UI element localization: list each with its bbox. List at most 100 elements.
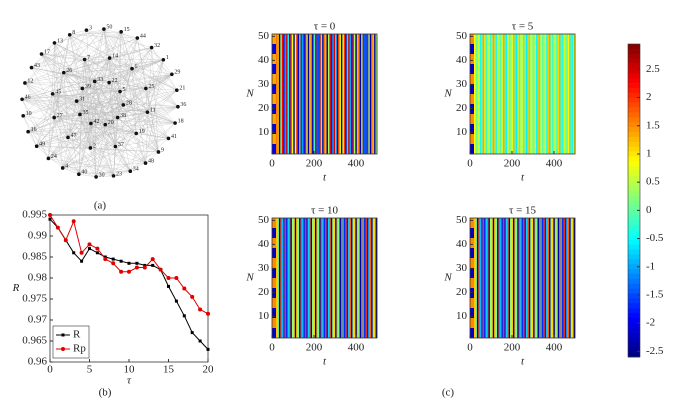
y-axis-label: N bbox=[443, 88, 452, 100]
node bbox=[176, 104, 180, 109]
colorbar-cell bbox=[628, 136, 640, 143]
node-label: 9 bbox=[161, 147, 164, 153]
heatmap-column bbox=[540, 218, 543, 338]
heatmap-edge bbox=[470, 218, 474, 229]
heatmap-column bbox=[530, 34, 532, 154]
edge bbox=[67, 57, 110, 138]
edge bbox=[95, 133, 137, 178]
edge bbox=[48, 137, 69, 159]
heatmap-column bbox=[296, 34, 298, 154]
heatmap-column bbox=[502, 34, 505, 154]
node bbox=[84, 28, 89, 32]
heatmap-column bbox=[549, 34, 551, 154]
edge bbox=[48, 158, 97, 178]
heatmap-edge bbox=[272, 308, 276, 319]
x-tick-label: 400 bbox=[546, 158, 563, 170]
edge bbox=[54, 42, 176, 124]
node-label: 11 bbox=[150, 107, 156, 113]
heatmap-edge bbox=[470, 318, 474, 329]
heatmap-column bbox=[323, 34, 326, 154]
edge bbox=[90, 147, 97, 177]
marker bbox=[151, 263, 155, 267]
heatmap-column bbox=[345, 218, 347, 338]
heatmap-column bbox=[492, 34, 495, 154]
colorbar-tick-label: -2.5 bbox=[646, 345, 664, 357]
node-label: 24 bbox=[51, 154, 57, 160]
heatmap-column bbox=[351, 34, 353, 154]
heatmap-edge bbox=[470, 104, 474, 115]
colorbar-cell bbox=[628, 127, 640, 133]
colorbar-cell bbox=[628, 83, 640, 89]
heatmap-edge bbox=[272, 34, 276, 45]
edge bbox=[69, 34, 133, 69]
edge bbox=[78, 123, 92, 175]
heatmap-column bbox=[319, 218, 321, 338]
heatmap-column bbox=[336, 34, 339, 154]
x-tick-label: 0 bbox=[467, 342, 473, 354]
node-label: 26 bbox=[66, 68, 72, 74]
heatmap-column bbox=[524, 218, 527, 338]
heatmap-column bbox=[288, 34, 291, 154]
heatmap-column bbox=[546, 218, 548, 338]
edge bbox=[23, 115, 114, 177]
edge bbox=[54, 90, 177, 118]
heatmap-column bbox=[504, 218, 506, 338]
edge bbox=[63, 72, 83, 89]
colorbar-cell bbox=[628, 273, 640, 280]
colorbar-cell bbox=[628, 63, 640, 69]
node-label: 25 bbox=[148, 84, 154, 90]
panel-title: τ = 5 bbox=[512, 21, 534, 33]
edge bbox=[84, 59, 91, 148]
edge bbox=[41, 53, 124, 106]
x-tick-label: 5 bbox=[87, 364, 93, 376]
edge bbox=[137, 37, 177, 91]
heatmap-column bbox=[550, 34, 553, 154]
edge bbox=[90, 124, 106, 149]
heatmap-column bbox=[485, 34, 488, 154]
heatmap-column bbox=[572, 34, 574, 154]
heatmap-column bbox=[314, 34, 317, 154]
edge bbox=[41, 53, 146, 164]
heatmap-column bbox=[564, 218, 567, 338]
heatmap-column bbox=[368, 218, 370, 338]
heatmap-column bbox=[512, 34, 515, 154]
edge bbox=[95, 124, 106, 177]
node-label: 36 bbox=[180, 102, 186, 108]
heatmap-edge bbox=[272, 298, 276, 309]
heatmap-column bbox=[536, 218, 538, 338]
colorbar-cell bbox=[628, 151, 640, 157]
heatmap-column bbox=[335, 218, 337, 338]
heatmap-column bbox=[498, 34, 501, 154]
heatmap-column bbox=[276, 218, 278, 338]
heatmap-column bbox=[475, 34, 478, 154]
edge bbox=[54, 117, 106, 125]
heatmap-column bbox=[559, 34, 561, 154]
heatmap-column bbox=[361, 218, 363, 338]
heatmap-column bbox=[517, 218, 519, 338]
heatmap-column bbox=[359, 34, 362, 154]
heatmap-column bbox=[514, 218, 517, 338]
colorbar-cell bbox=[628, 303, 640, 309]
marker bbox=[71, 219, 76, 224]
heatmap-column bbox=[287, 34, 290, 154]
heatmap-column bbox=[372, 34, 375, 154]
heatmap-column bbox=[312, 218, 314, 338]
edge bbox=[52, 93, 116, 147]
edge bbox=[145, 88, 176, 124]
node-label: 21 bbox=[179, 86, 185, 92]
edge bbox=[54, 117, 80, 175]
heatmap-column bbox=[307, 218, 310, 338]
edge bbox=[147, 112, 159, 153]
edge bbox=[119, 74, 172, 92]
marker bbox=[150, 257, 155, 262]
edge bbox=[54, 42, 85, 60]
heatmap-edge bbox=[470, 278, 474, 289]
heatmap-column bbox=[553, 218, 555, 338]
colorbar-tick-label: -1.5 bbox=[646, 288, 664, 300]
node bbox=[20, 97, 24, 102]
edge bbox=[76, 100, 159, 153]
marker bbox=[103, 255, 107, 259]
heatmap-column bbox=[332, 218, 334, 338]
heatmap-column bbox=[567, 218, 570, 338]
heatmap-edge bbox=[470, 268, 474, 279]
